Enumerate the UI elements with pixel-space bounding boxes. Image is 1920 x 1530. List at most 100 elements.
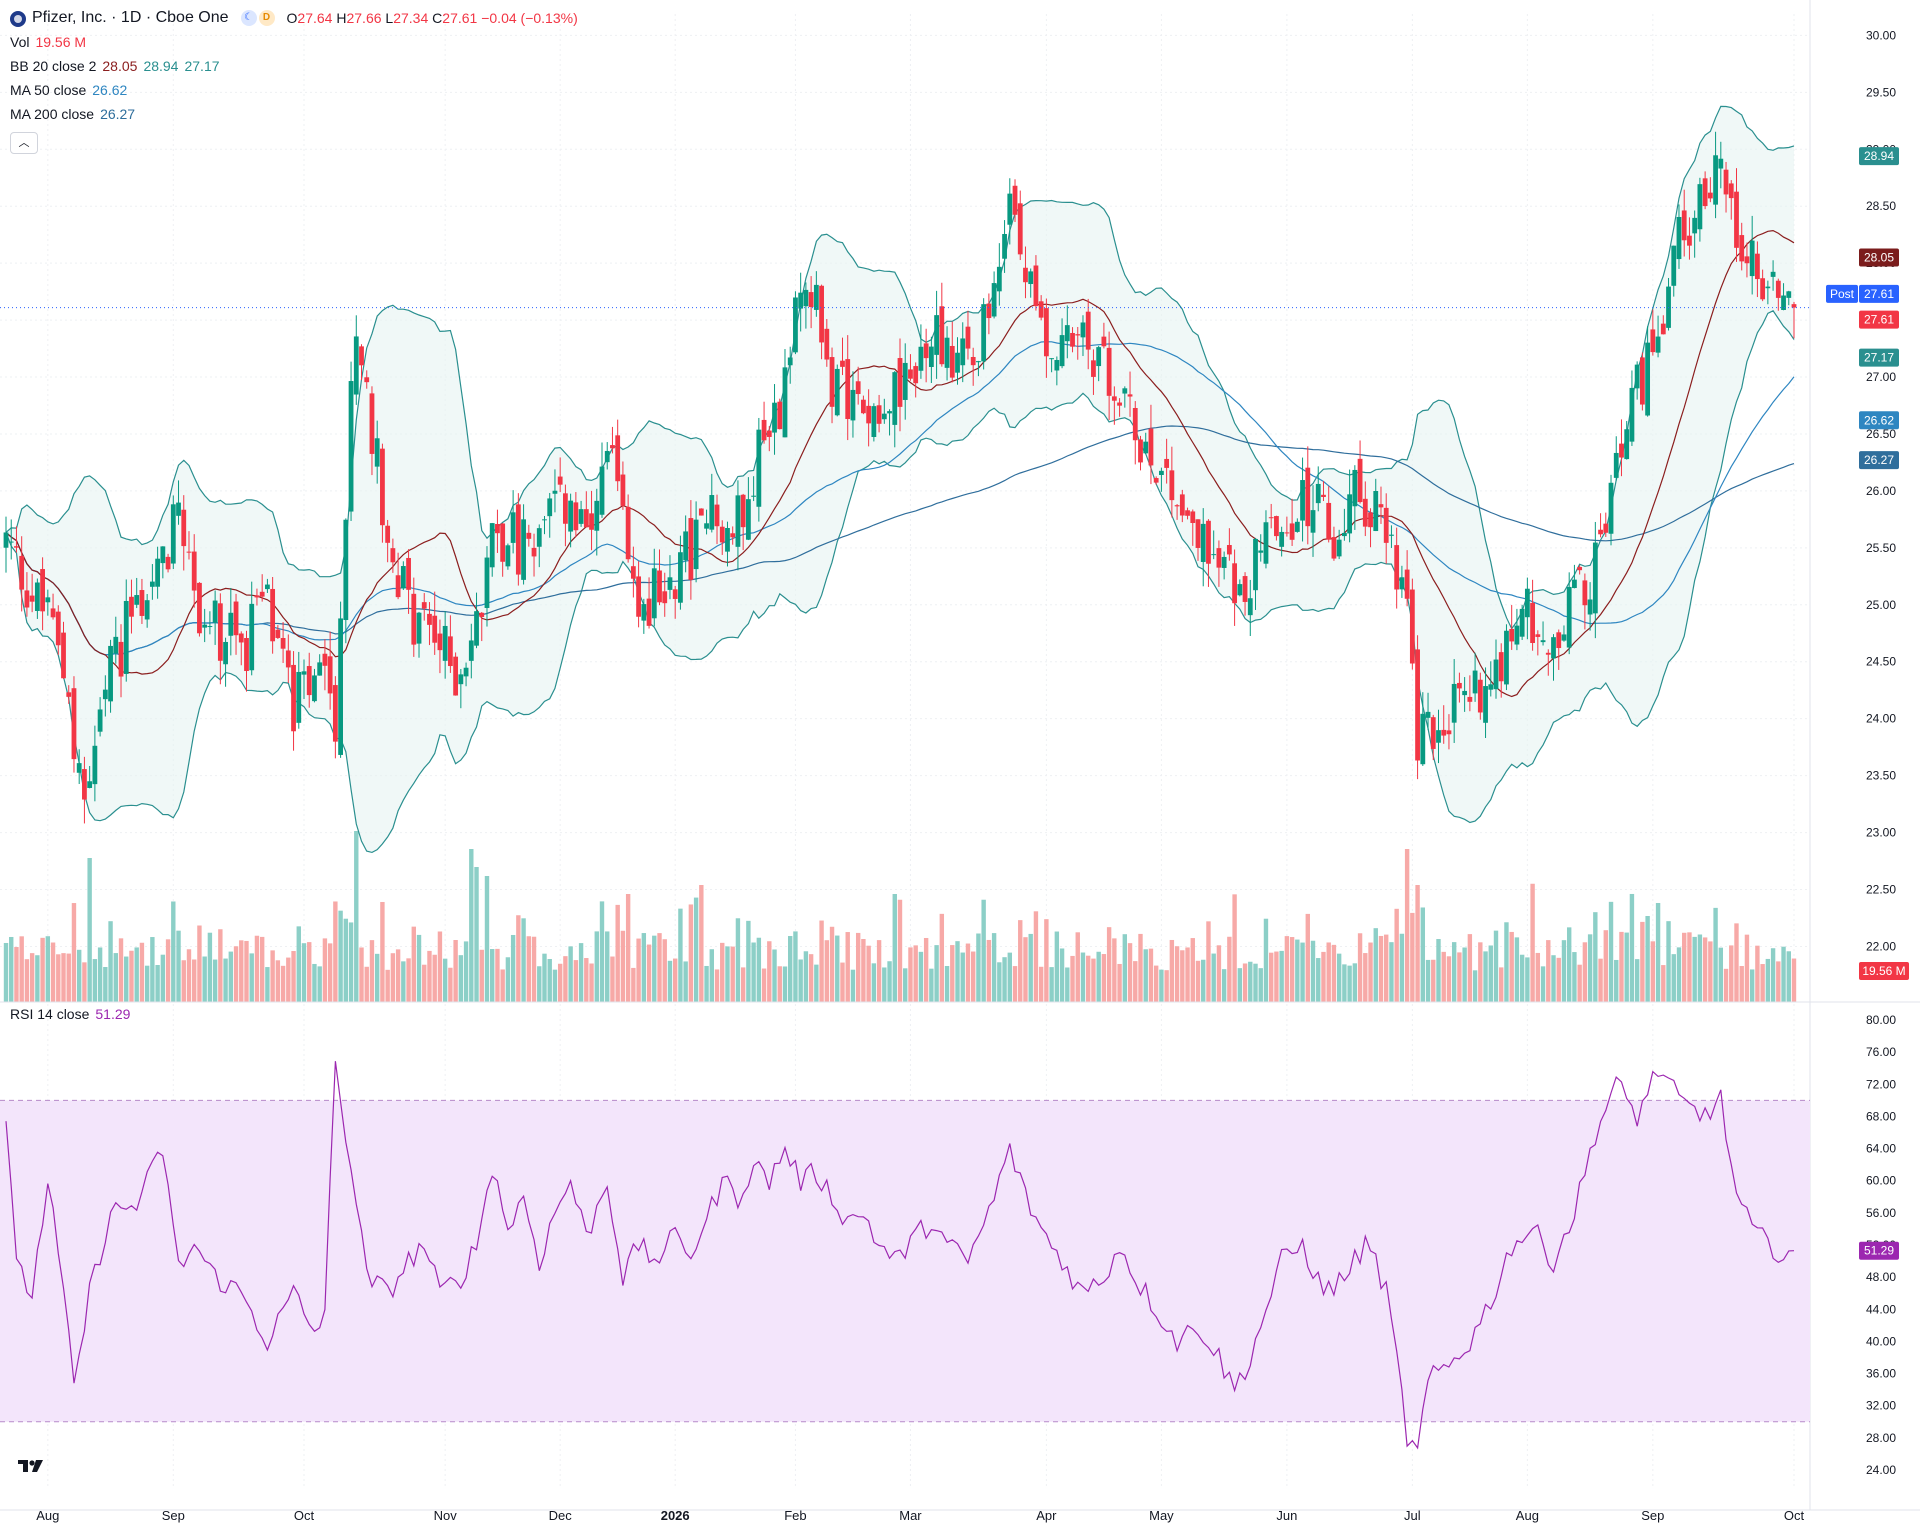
rsi-legend[interactable]: RSI 14 close 51.29 xyxy=(10,1006,130,1022)
candle-body xyxy=(416,612,422,644)
volume-bar xyxy=(160,954,166,1002)
volume-bar xyxy=(1248,961,1253,1002)
candle-body xyxy=(390,548,396,563)
candle-body xyxy=(756,429,762,507)
candle-body xyxy=(50,608,56,618)
candle-body xyxy=(855,381,861,395)
ma200-badge: 26.27 xyxy=(1859,451,1899,470)
volume-bar xyxy=(165,939,171,1002)
volume-bar xyxy=(1692,936,1697,1002)
volume-bar xyxy=(1697,934,1703,1002)
volume-bar xyxy=(1153,965,1159,1002)
volume-bar xyxy=(1514,937,1520,1002)
ma50-badge-text: 26.62 xyxy=(1864,413,1894,427)
tradingview-logo-icon[interactable] xyxy=(16,1456,46,1476)
candle-body xyxy=(123,600,129,674)
bollinger-band-fill xyxy=(6,106,1794,853)
bollinger-upper-line xyxy=(5,105,1795,630)
time-axis-tick: Feb xyxy=(784,1508,806,1523)
volume-bar xyxy=(364,966,369,1002)
candle-body xyxy=(1498,652,1504,682)
volume-bar xyxy=(1211,953,1216,1002)
volume-bar xyxy=(186,949,192,1002)
candle-body xyxy=(557,476,563,485)
moon-icon[interactable]: ☾ xyxy=(240,10,257,26)
vol-legend-row[interactable]: Vol 19.56 M xyxy=(10,30,578,54)
candle-body xyxy=(82,769,87,800)
candle-body xyxy=(1639,357,1645,405)
candle-body xyxy=(1279,531,1285,547)
volume-bar xyxy=(1729,945,1734,1002)
candle-body xyxy=(777,401,783,430)
volume-bar xyxy=(730,946,735,1002)
volume-bar xyxy=(259,936,265,1002)
candle-body xyxy=(29,595,35,602)
volume-bar xyxy=(1519,954,1525,1002)
volume-bar xyxy=(798,959,803,1002)
volume-bar xyxy=(495,948,500,1002)
candle-body xyxy=(1159,470,1164,475)
collapse-legend-button[interactable]: ︿ xyxy=(10,132,38,154)
volume-bar xyxy=(625,894,631,1002)
candle-body xyxy=(939,306,945,365)
candle-body xyxy=(1012,185,1018,215)
delayed-d-icon[interactable]: D xyxy=(258,10,275,26)
volume-bar xyxy=(526,936,532,1002)
volume-bar xyxy=(406,958,411,1002)
volume-bar xyxy=(129,950,134,1002)
volume-bar xyxy=(1347,965,1352,1002)
candle-body xyxy=(1185,510,1190,516)
candle-body xyxy=(191,551,197,591)
candle-body xyxy=(500,523,506,562)
candle-body xyxy=(207,626,213,628)
rsi-badge: 51.29 xyxy=(1859,1241,1899,1260)
ma50-badge: 26.62 xyxy=(1859,411,1899,430)
candle-body xyxy=(380,448,385,526)
candle-body xyxy=(40,569,45,612)
candle-body xyxy=(1457,682,1462,689)
volume-bar xyxy=(1070,955,1075,1002)
volume-bar xyxy=(1018,920,1023,1002)
candle-body xyxy=(1394,545,1400,590)
volume-bar xyxy=(92,959,98,1002)
candle-body xyxy=(531,547,537,557)
candle-body xyxy=(740,494,746,528)
ma50-legend-row[interactable]: MA 50 close 26.62 xyxy=(10,78,578,102)
candle-body xyxy=(976,361,981,363)
volume-bar xyxy=(1180,950,1185,1002)
volume-bar xyxy=(1054,931,1060,1002)
candle-body xyxy=(573,502,579,531)
volume-bar xyxy=(1216,945,1222,1002)
candle-body xyxy=(437,633,443,651)
bb-legend-row[interactable]: BB 20 close 2 28.05 28.94 27.17 xyxy=(10,54,578,78)
candle-body xyxy=(301,671,307,675)
price-axis-tick: 22.50 xyxy=(1866,883,1896,897)
volume-bar xyxy=(620,930,626,1002)
candle-body xyxy=(944,337,950,368)
candle-body xyxy=(1713,155,1718,205)
volume-bar xyxy=(197,925,202,1002)
volume-bar xyxy=(437,931,443,1002)
volume-bar xyxy=(1551,955,1556,1002)
candle-body xyxy=(76,763,82,773)
candle-body xyxy=(1535,634,1541,637)
candle-body xyxy=(1551,637,1556,659)
volume-bar xyxy=(1593,912,1598,1002)
candle-body xyxy=(87,781,93,788)
candle-body xyxy=(745,499,751,540)
volume-bar xyxy=(1509,931,1514,1002)
candle-body xyxy=(400,566,406,589)
post-label-badge: Post xyxy=(1826,284,1858,303)
ma200-legend-row[interactable]: MA 200 close 26.27 xyxy=(10,102,578,126)
volume-bar xyxy=(537,966,542,1002)
volume-bar xyxy=(380,901,385,1002)
vol-label: Vol xyxy=(10,34,30,50)
ohlc-values: O27.64 H27.66 L27.34 C27.61 −0.04 (−0.13… xyxy=(287,6,578,30)
candle-body xyxy=(709,495,715,530)
candle-body xyxy=(782,367,788,438)
volume-bar xyxy=(615,904,620,1002)
symbol-title[interactable]: Pfizer, Inc. · 1D · Cboe One xyxy=(32,9,229,26)
volume-bar xyxy=(369,940,375,1002)
